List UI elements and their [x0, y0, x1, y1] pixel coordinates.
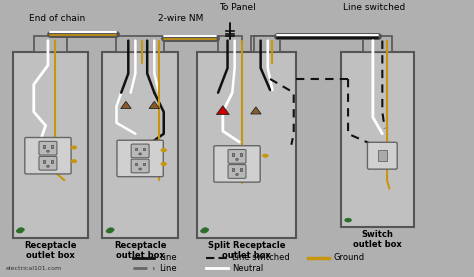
Circle shape — [16, 229, 23, 233]
Text: Line: Line — [159, 253, 177, 262]
Bar — [254, 37, 280, 52]
Bar — [135, 148, 137, 150]
Bar — [135, 163, 137, 165]
Circle shape — [161, 148, 166, 152]
FancyBboxPatch shape — [25, 137, 71, 174]
Text: Receptacle
outlet box: Receptacle outlet box — [114, 241, 166, 260]
Ellipse shape — [46, 165, 49, 167]
Bar — [51, 145, 53, 148]
Text: Receptacle
outlet box: Receptacle outlet box — [24, 241, 77, 260]
Bar — [378, 150, 387, 161]
Bar — [232, 153, 234, 156]
FancyBboxPatch shape — [214, 146, 260, 182]
Circle shape — [263, 154, 268, 157]
FancyBboxPatch shape — [131, 159, 149, 173]
Circle shape — [18, 228, 24, 232]
Circle shape — [108, 228, 114, 232]
Ellipse shape — [46, 150, 49, 152]
Bar — [12, 52, 88, 238]
Bar — [251, 37, 275, 52]
Polygon shape — [121, 101, 131, 109]
Bar — [102, 52, 178, 238]
Bar — [143, 148, 145, 150]
Text: Split Receptacle
outlet box: Split Receptacle outlet box — [208, 241, 285, 260]
Ellipse shape — [236, 158, 238, 160]
Polygon shape — [149, 101, 160, 109]
Text: Switch
outlet box: Switch outlet box — [353, 230, 402, 249]
Bar — [34, 37, 67, 52]
Circle shape — [71, 160, 77, 163]
Bar — [117, 37, 164, 52]
Text: Line switched: Line switched — [232, 253, 290, 262]
FancyBboxPatch shape — [39, 157, 57, 170]
FancyBboxPatch shape — [367, 142, 397, 169]
Bar — [43, 160, 45, 163]
Bar — [232, 168, 234, 171]
Text: Ground: Ground — [334, 253, 365, 262]
Text: End of chain: End of chain — [29, 14, 85, 23]
Circle shape — [71, 146, 77, 149]
FancyBboxPatch shape — [228, 165, 246, 178]
Circle shape — [161, 162, 166, 166]
Polygon shape — [217, 106, 229, 114]
Polygon shape — [251, 107, 261, 114]
Bar — [197, 52, 296, 238]
Circle shape — [201, 229, 207, 233]
FancyBboxPatch shape — [228, 150, 246, 163]
Bar — [143, 163, 145, 165]
Bar — [239, 168, 242, 171]
Ellipse shape — [139, 153, 141, 155]
Text: To Panel: To Panel — [219, 3, 255, 12]
Bar — [364, 37, 392, 52]
Text: 2-wire NM: 2-wire NM — [157, 14, 203, 23]
Bar — [239, 153, 242, 156]
FancyBboxPatch shape — [39, 141, 57, 155]
Ellipse shape — [236, 173, 238, 176]
Text: Neutral: Neutral — [232, 264, 264, 273]
Bar — [51, 160, 53, 163]
FancyBboxPatch shape — [131, 144, 149, 158]
Circle shape — [106, 229, 113, 233]
Text: Line: Line — [159, 264, 177, 273]
Circle shape — [345, 218, 351, 222]
Text: Line switched: Line switched — [343, 3, 405, 12]
Bar — [341, 52, 414, 227]
Circle shape — [202, 228, 209, 232]
FancyBboxPatch shape — [117, 140, 163, 177]
Bar — [218, 37, 242, 52]
Ellipse shape — [139, 168, 141, 170]
Text: electrical101.com: electrical101.com — [5, 266, 62, 271]
Bar — [43, 145, 45, 148]
